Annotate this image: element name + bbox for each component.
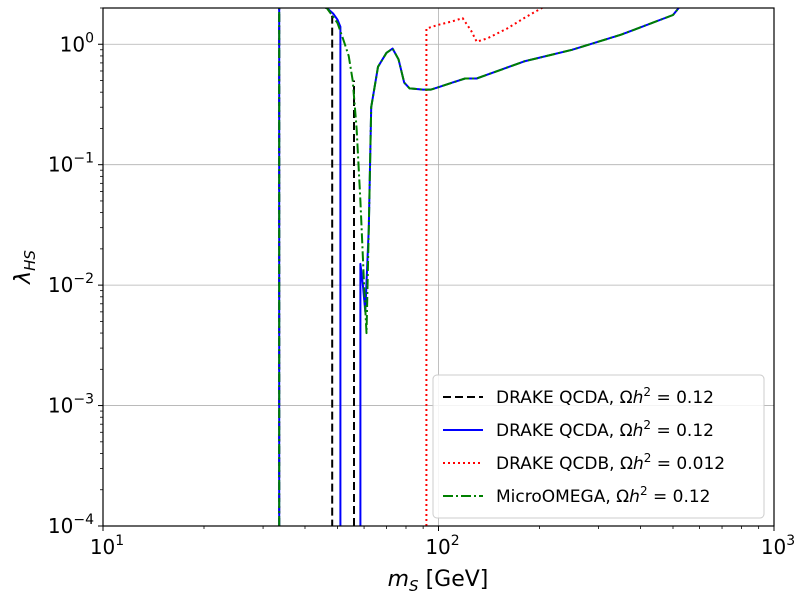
series-layer	[278, 8, 680, 526]
x-axis-label: mS [GeV]	[388, 567, 489, 595]
legend-label: DRAKE QCDA, Ωh2 = 0.12	[496, 418, 714, 441]
x-tick-label: 102	[425, 533, 459, 559]
series-line-1	[278, 8, 334, 526]
legend-label: DRAKE QCDA, Ωh2 = 0.12	[496, 385, 714, 408]
y-tick-label: 10−3	[48, 392, 94, 418]
x-tick-label: 103	[761, 533, 795, 559]
legend-box	[432, 374, 765, 519]
axis-ticks: 101 102 103 10−4 10−3 10−2 10−1 100	[48, 7, 795, 559]
legend: DRAKE QCDA, Ωh2 = 0.12 DRAKE QCDA, Ωh2 = …	[432, 374, 765, 519]
y-tick-label: 10−4	[48, 512, 94, 538]
series-line-3	[425, 8, 544, 526]
series-line-2	[278, 8, 342, 526]
x-tick-label: 101	[90, 533, 124, 559]
legend-label: DRAKE QCDB, Ωh2 = 0.012	[496, 451, 725, 474]
legend-label: MicroOMEGA, Ωh2 = 0.12	[496, 484, 710, 507]
y-tick-label: 100	[60, 30, 94, 56]
series-line-4	[278, 8, 680, 526]
y-tick-label: 10−1	[48, 151, 94, 177]
y-tick-label: 10−2	[48, 271, 94, 297]
y-axis-label: λHS	[11, 250, 39, 285]
